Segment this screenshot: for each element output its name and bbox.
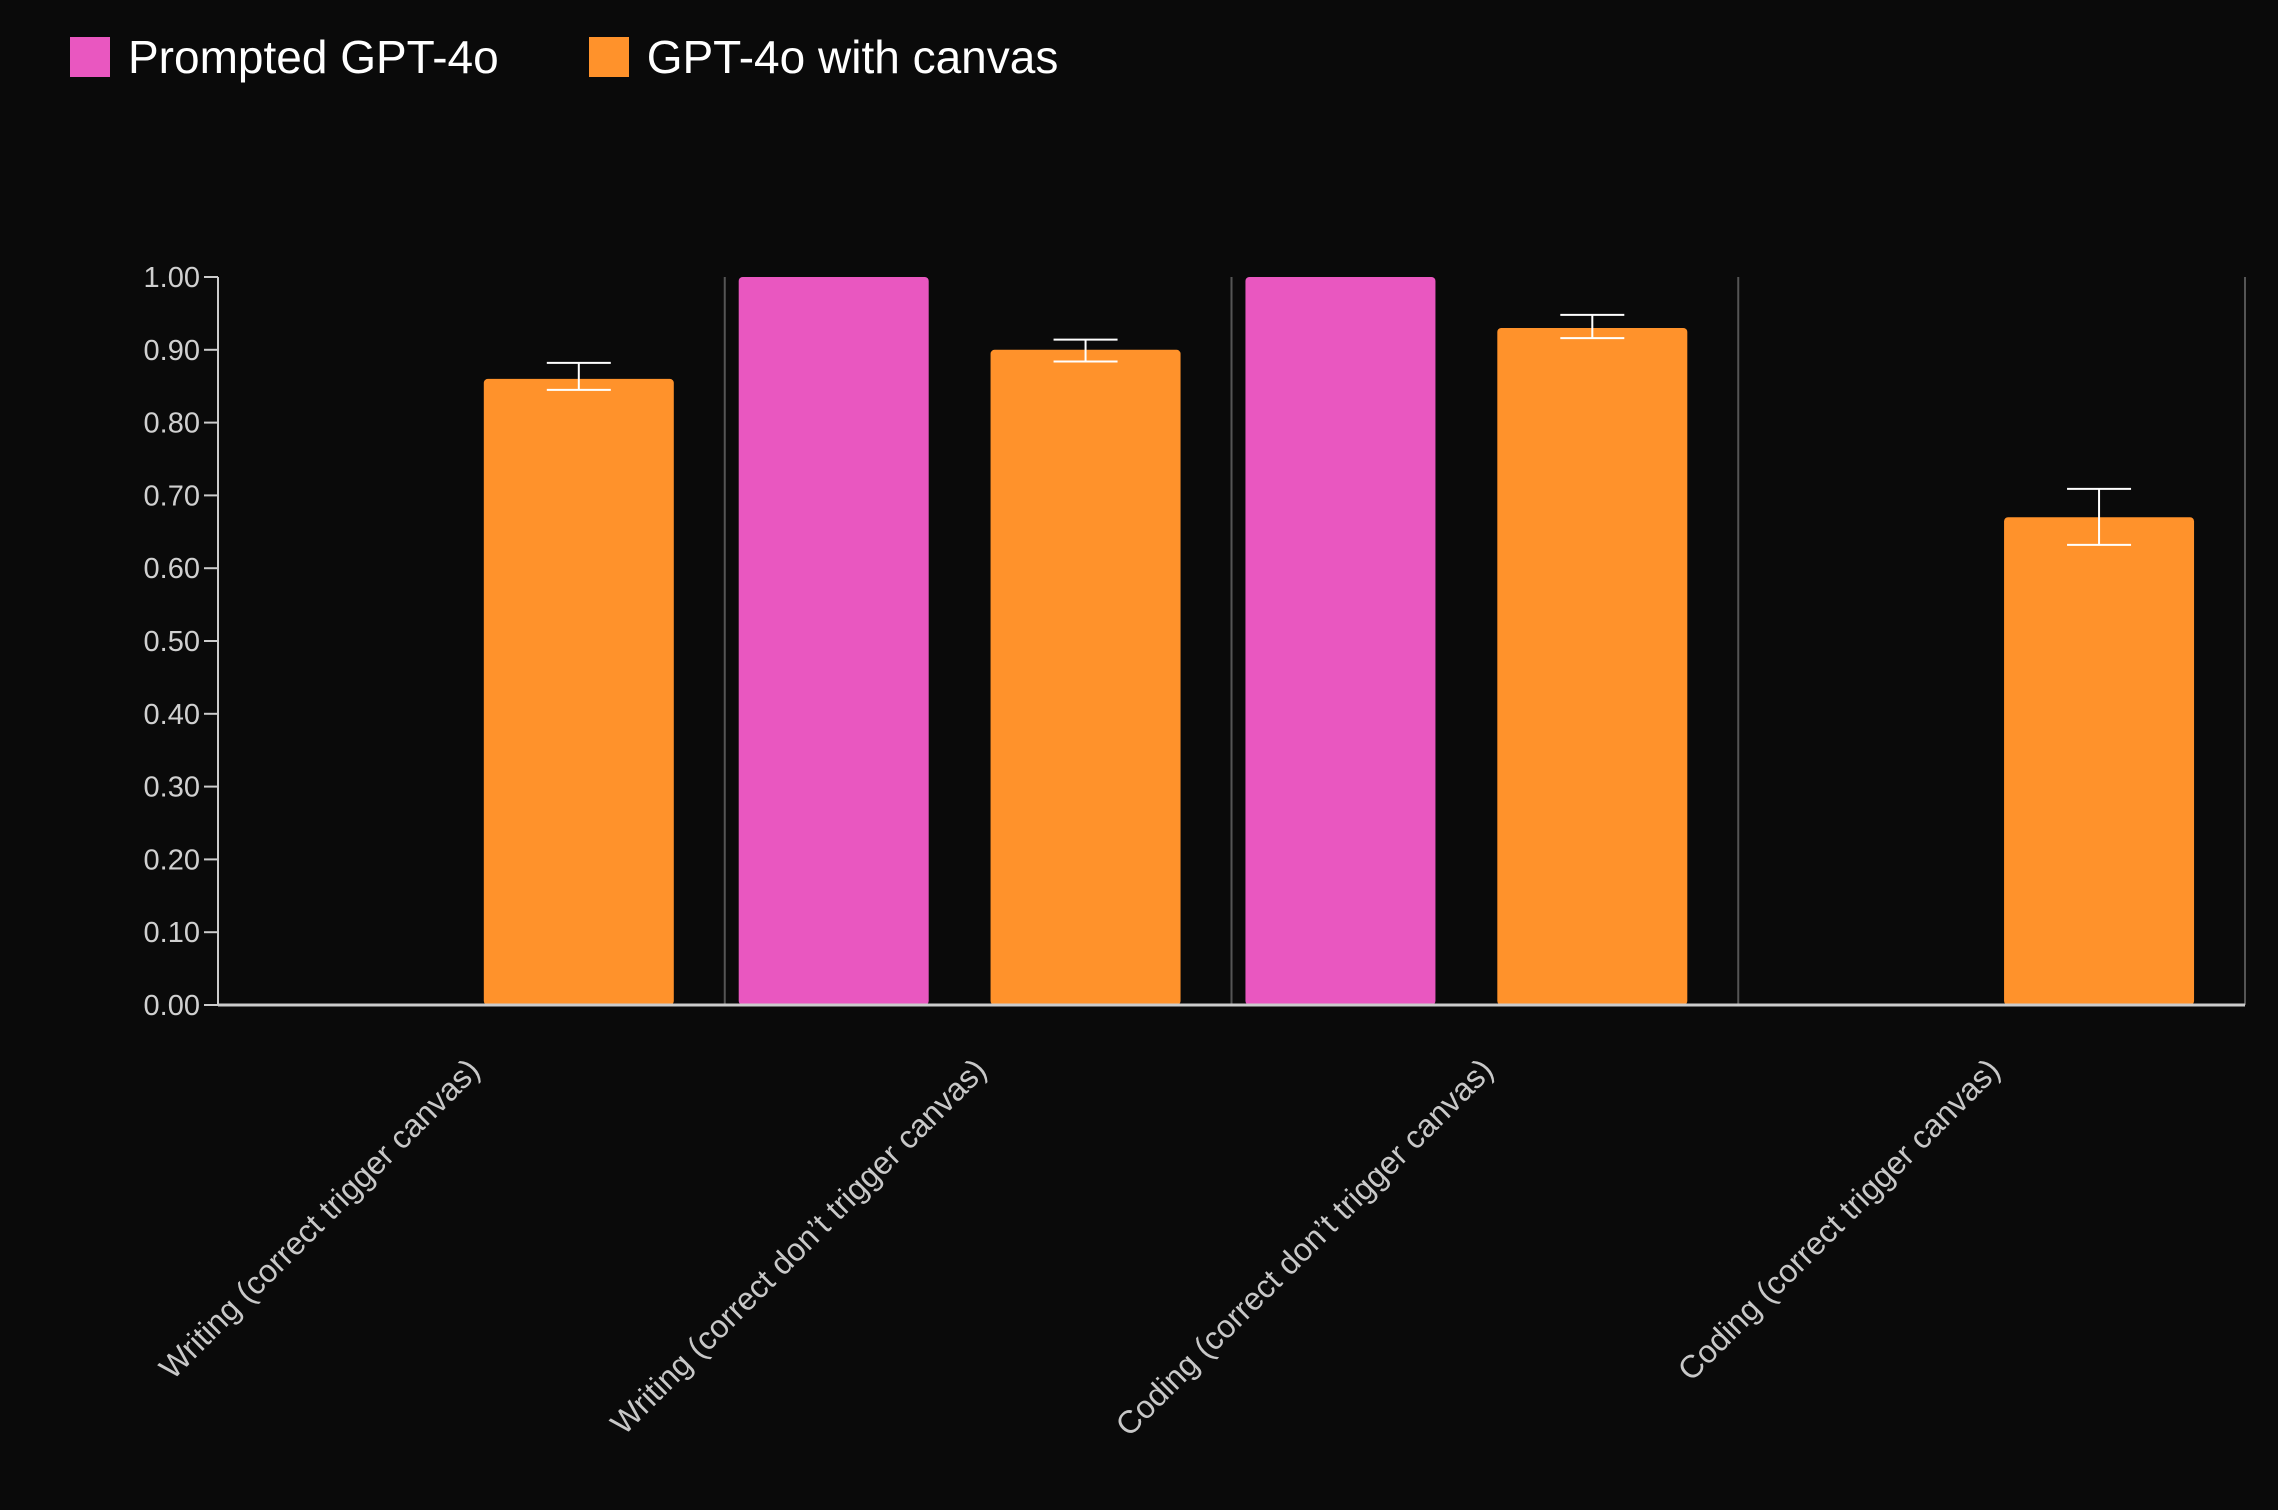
y-tick-label: 0.60 (144, 553, 200, 585)
bar (2004, 517, 2195, 1005)
bar (990, 349, 1181, 1005)
y-tick-label: 0.90 (144, 335, 200, 367)
x-category-label: Writing (correct don’t trigger canvas) (603, 1051, 993, 1441)
y-tick-label: 0.40 (144, 699, 200, 731)
y-tick-label: 0.50 (144, 626, 200, 658)
legend-swatch-canvas (588, 37, 629, 77)
x-category-label: Coding (correct trigger canvas) (1671, 1051, 2007, 1387)
bar (1245, 277, 1436, 1005)
legend-label-canvas: GPT-4o with canvas (646, 31, 1059, 83)
x-category-label: Coding (correct don’t trigger canvas) (1109, 1051, 1500, 1442)
y-tick-label: 0.20 (144, 844, 200, 876)
y-tick-label: 0.80 (144, 408, 200, 440)
bar (483, 378, 674, 1005)
y-tick-label: 1.00 (144, 262, 200, 294)
bar (738, 277, 929, 1005)
legend-item-canvas: GPT-4o with canvas (588, 30, 1059, 84)
y-tick-label: 0.10 (144, 917, 200, 949)
legend-swatch-prompted (70, 37, 110, 77)
legend-item-prompted: Prompted GPT-4o (70, 30, 499, 84)
legend: Prompted GPT-4o GPT-4o with canvas (70, 30, 1058, 84)
y-tick-label: 0.30 (144, 772, 200, 804)
legend-label-prompted: Prompted GPT-4o (128, 31, 499, 83)
bar (1497, 327, 1688, 1006)
y-tick-label: 0.00 (144, 990, 200, 1022)
x-category-label: Writing (correct trigger canvas) (152, 1051, 486, 1385)
y-tick-label: 0.70 (144, 480, 200, 512)
